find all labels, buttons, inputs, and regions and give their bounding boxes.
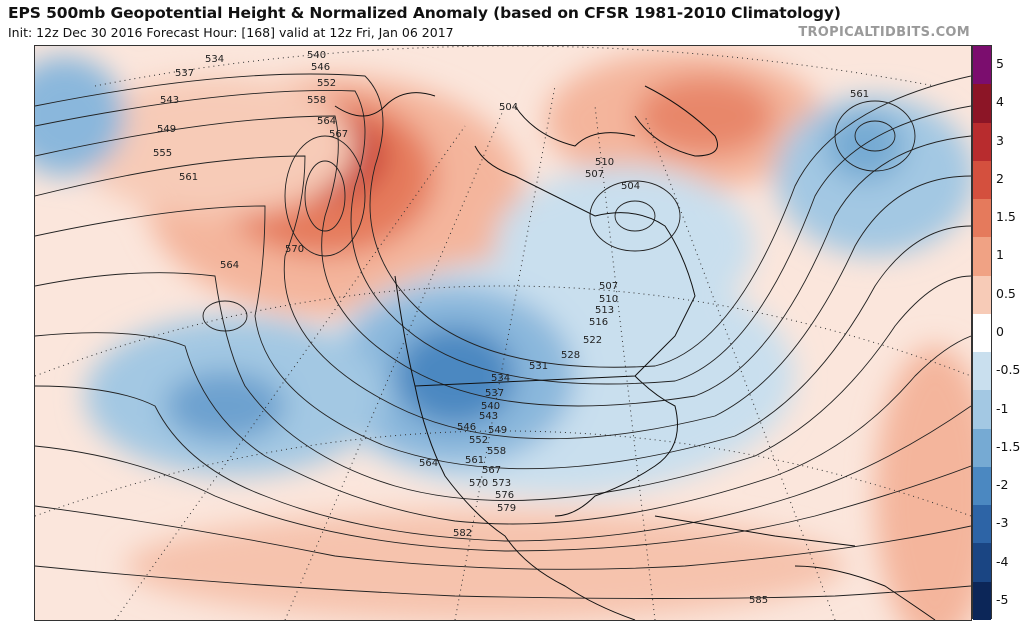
colorbar-label: -0.5 [996, 362, 1021, 378]
contour-label: 507 [599, 281, 618, 292]
contour-label: 522 [583, 335, 602, 346]
colorbar-segment [973, 352, 991, 391]
contour-label: 555 [153, 148, 172, 159]
contour-label: 564 [317, 116, 336, 127]
map-panel: 534 537 543 549 555 561 564 570 540 546 … [34, 45, 972, 621]
contour-label: 543 [479, 411, 498, 422]
contour-label: 504 [621, 181, 640, 192]
contour-label: 558 [307, 95, 326, 106]
contour-label: 564 [419, 458, 438, 469]
contour-label: 552 [317, 78, 336, 89]
colorbar-segment [973, 160, 991, 200]
map-title: EPS 500mb Geopotential Height & Normaliz… [8, 4, 841, 22]
contour-label: 564 [220, 260, 239, 271]
colorbar-segment [973, 390, 991, 430]
colorbar-segment [973, 313, 991, 353]
contour-label: 576 [495, 490, 514, 501]
contour-label: 582 [453, 528, 472, 539]
contour-label: 579 [497, 503, 516, 514]
map-subtitle: Init: 12z Dec 30 2016 Forecast Hour: [16… [8, 25, 454, 40]
contour-label: 558 [487, 446, 506, 457]
colorbar-segment [973, 466, 991, 506]
contour-label: 546 [311, 62, 330, 73]
contour-label: 537 [175, 68, 194, 79]
contour-label: 549 [157, 124, 176, 135]
contour-label: 561 [179, 172, 198, 183]
contour-label: 504 [499, 102, 518, 113]
contour-label: 573 [492, 478, 511, 489]
colorbar-label: -3 [996, 515, 1009, 531]
contour-label: 534 [491, 373, 510, 384]
colorbar-label: 0.5 [996, 285, 1016, 301]
colorbar-segment [973, 505, 991, 544]
contour-label: 567 [482, 465, 501, 476]
contour-label: 528 [561, 350, 580, 361]
contour-label: 549 [488, 425, 507, 436]
colorbar-label: -4 [996, 553, 1009, 569]
coastlines [334, 85, 936, 620]
colorbar-label: -1.5 [996, 438, 1021, 454]
colorbar-label: -1 [996, 400, 1009, 416]
colorbar-segment [973, 199, 991, 238]
anomaly-map: 534 537 543 549 555 561 564 570 540 546 … [35, 46, 971, 620]
contour-label: 543 [160, 95, 179, 106]
contour-label: 552 [469, 435, 488, 446]
colorbar-label: 0 [996, 324, 1004, 339]
height-contours [35, 73, 971, 599]
contour-label: 567 [329, 129, 348, 140]
contour-label: 510 [599, 294, 618, 305]
colorbar-segment [973, 543, 991, 583]
colorbar-label: 5 [996, 56, 1004, 72]
contour-label: 510 [595, 157, 614, 168]
contour-label: 531 [529, 361, 548, 372]
graticule [35, 46, 971, 620]
contour-label: 546 [457, 422, 476, 433]
colorbar-label: 1 [996, 247, 1004, 263]
colorbar-segment [973, 237, 991, 277]
contour-label: 540 [307, 50, 326, 61]
contour-label: 540 [481, 401, 500, 412]
colorbar-segment [973, 428, 991, 468]
colorbar [972, 45, 992, 621]
colorbar-label: 2 [996, 170, 1004, 186]
colorbar-segment [973, 581, 991, 621]
colorbar-label: 1.5 [996, 209, 1016, 225]
colorbar-segment [973, 275, 991, 315]
contour-label: 570 [285, 244, 304, 255]
contour-label: 507 [585, 169, 604, 180]
colorbar-label: -2 [996, 477, 1009, 493]
colorbar-label: 3 [996, 132, 1004, 148]
site-credit: TROPICALTIDBITS.COM [798, 25, 970, 40]
contour-label: 561 [465, 455, 484, 466]
anomaly-shading [35, 51, 971, 620]
colorbar-label: -5 [996, 591, 1009, 607]
contour-label: 537 [485, 388, 504, 399]
contour-label: 534 [205, 54, 224, 65]
colorbar-label: 4 [996, 94, 1004, 110]
colorbar-segment [973, 84, 991, 124]
contour-labels: 534 537 543 549 555 561 564 570 540 546 … [153, 50, 869, 606]
contour-label: 561 [850, 89, 869, 100]
colorbar-segment [973, 122, 991, 162]
colorbar-segment [973, 46, 991, 85]
contour-label: 516 [589, 317, 608, 328]
contour-label: 585 [749, 595, 768, 606]
contour-label: 570 [469, 478, 488, 489]
contour-label: 513 [595, 305, 614, 316]
